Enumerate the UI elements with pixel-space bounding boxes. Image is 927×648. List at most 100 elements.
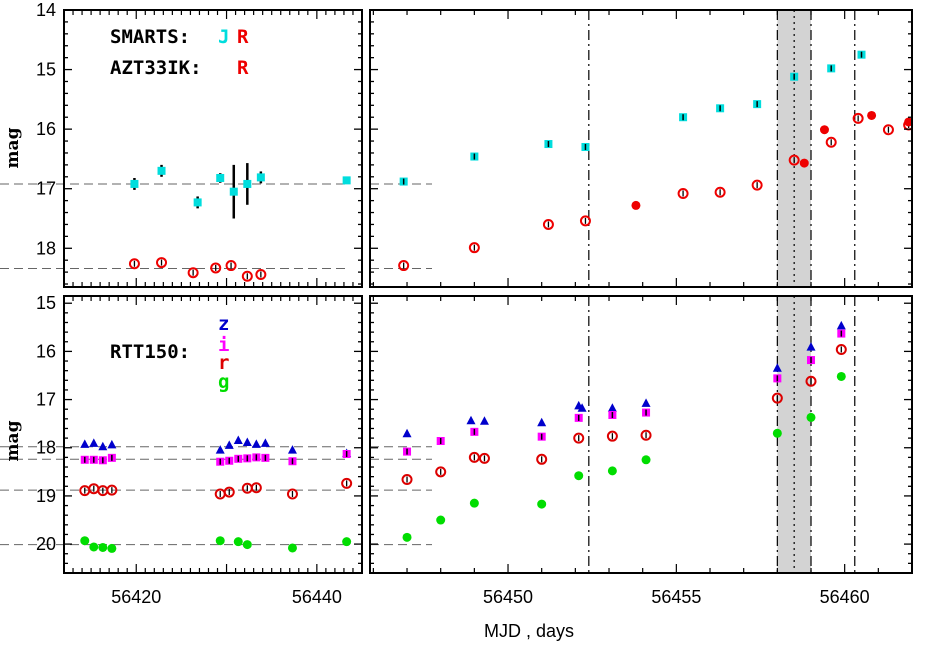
point-g	[607, 466, 617, 476]
point-r	[223, 486, 235, 498]
data-points	[401, 320, 847, 542]
point-r	[401, 474, 413, 486]
legend-bottom: RTT150: z i r g	[110, 313, 229, 393]
point-z	[260, 438, 270, 447]
y-tick-label: 18	[36, 438, 56, 458]
point-z	[466, 415, 476, 425]
data-points	[79, 435, 353, 553]
point-z	[107, 439, 117, 449]
x-tick-label: 56420	[111, 587, 161, 607]
data-points	[398, 50, 912, 272]
point-r	[536, 453, 548, 465]
y-axis-label-bottom: mag	[3, 420, 23, 461]
point-z	[577, 403, 587, 412]
point-r	[128, 258, 140, 270]
point-smarts-j	[157, 166, 166, 175]
point-g	[469, 498, 479, 508]
legend-g: g	[218, 371, 229, 393]
data-points	[128, 163, 351, 282]
point-azt33ik-r	[579, 215, 591, 227]
point-g	[641, 455, 651, 465]
point-g	[287, 543, 297, 553]
point-z	[251, 439, 261, 448]
panel-top-right	[369, 9, 913, 288]
point-azt33ik-r	[714, 186, 726, 198]
point-g	[402, 532, 412, 542]
plot-frame	[63, 295, 363, 574]
point-r	[210, 262, 222, 274]
point-g	[342, 537, 352, 547]
point-r	[106, 484, 118, 496]
point-z	[836, 320, 846, 330]
point-r	[250, 482, 262, 494]
point-r	[341, 477, 353, 489]
y-tick-label: 18	[36, 238, 56, 258]
y-tick-label: 17	[36, 179, 56, 199]
plot-frame	[63, 9, 363, 288]
point-smarts-j	[342, 176, 351, 185]
point-r	[255, 268, 267, 280]
y-tick-label: 16	[36, 119, 56, 139]
point-smarts-j	[193, 198, 202, 207]
legend-azt-r: R	[237, 57, 249, 79]
legend-i: i	[218, 334, 229, 356]
point-smarts-j	[256, 173, 265, 182]
point-azt33ik-r	[788, 154, 800, 166]
point-azt33ik-r	[542, 218, 554, 230]
point-z	[89, 438, 99, 447]
y-tick-label: 19	[36, 486, 56, 506]
point-g	[215, 536, 225, 546]
point-r	[573, 432, 585, 444]
point-r	[187, 267, 199, 279]
point-smarts-j	[243, 179, 252, 188]
point-g	[574, 471, 584, 481]
panel-bottom-right: 56450 56455 56460	[369, 295, 913, 607]
point-smarts-j	[229, 187, 238, 196]
point-g	[836, 371, 846, 381]
point-z	[537, 417, 547, 427]
point-z	[607, 403, 617, 412]
legend-r: r	[218, 352, 229, 374]
point-smarts-j	[216, 173, 225, 182]
legend-smarts-j: J	[218, 26, 229, 48]
point-g	[772, 428, 782, 438]
point-g	[233, 537, 243, 547]
point-smarts-r	[631, 200, 641, 210]
point-z	[402, 428, 412, 438]
plot-frame	[369, 9, 913, 288]
legend-rtt-label: RTT150:	[110, 341, 190, 363]
point-r	[156, 257, 168, 269]
point-z	[80, 439, 90, 448]
point-g	[242, 540, 252, 550]
point-r	[225, 260, 237, 272]
point-azt33ik-r	[398, 260, 410, 272]
x-tick-label: 56460	[820, 587, 870, 607]
point-r	[241, 270, 253, 282]
legend-smarts-label: SMARTS:	[110, 26, 190, 48]
y-tick-label: 17	[36, 390, 56, 410]
point-r	[640, 429, 652, 441]
point-z	[641, 398, 651, 407]
panel-bottom-left: 15 16 17 18 19 20 56420 56440	[0, 293, 363, 607]
point-z	[287, 445, 297, 454]
y-tick-label: 20	[36, 534, 56, 554]
point-z	[224, 440, 234, 449]
point-g	[98, 542, 108, 552]
x-tick-label: 56455	[651, 587, 701, 607]
point-g	[806, 412, 816, 422]
point-azt33ik-r	[751, 179, 763, 191]
legend-top: SMARTS: J R AZT33IK: R	[110, 26, 249, 79]
point-smarts-r	[799, 158, 809, 168]
point-z	[806, 342, 816, 351]
point-r	[435, 466, 447, 478]
point-z	[98, 441, 108, 451]
y-axis-label-top: mag	[3, 127, 23, 168]
point-g	[537, 499, 547, 509]
point-smarts-r	[867, 110, 877, 120]
x-tick-label: 56440	[292, 587, 342, 607]
point-g	[80, 536, 90, 546]
point-r	[771, 392, 783, 404]
point-azt33ik-r	[825, 136, 837, 148]
